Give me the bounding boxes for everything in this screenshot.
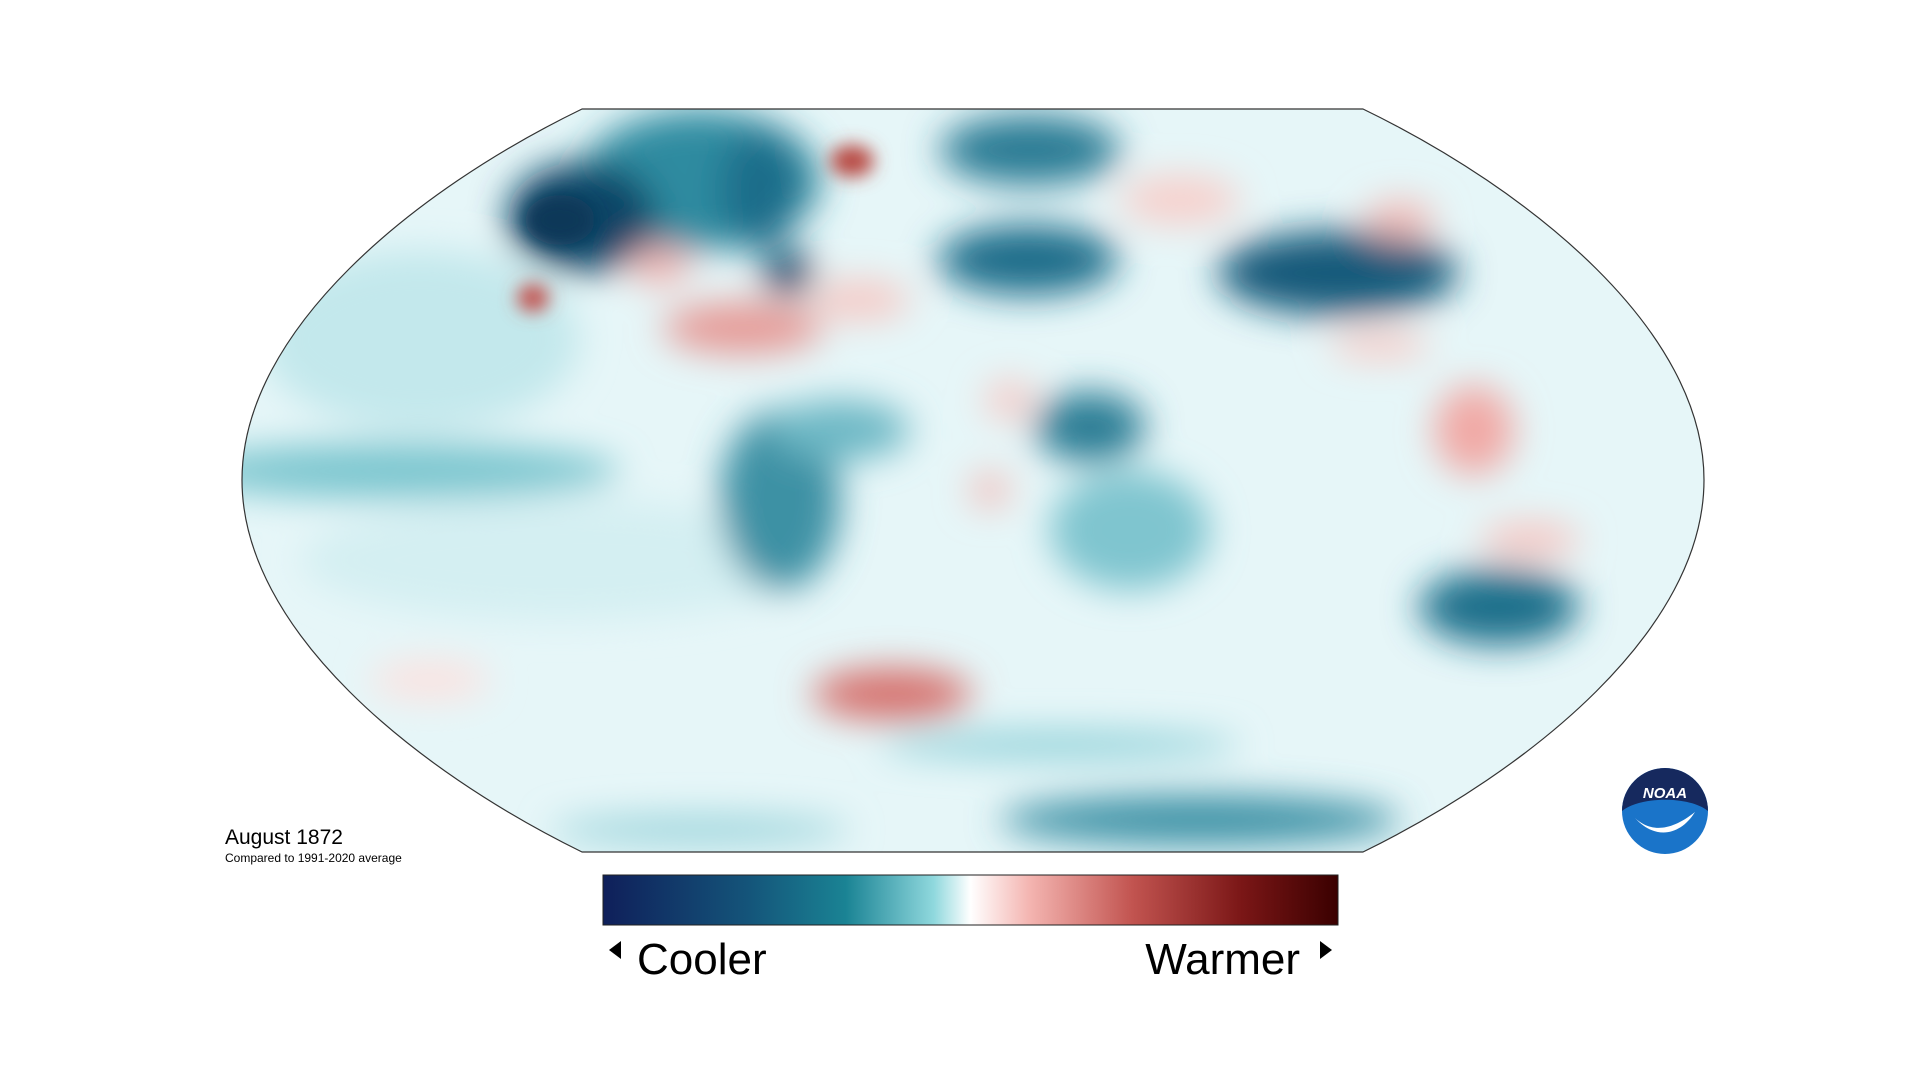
noaa-logo: NOAA	[1622, 768, 1708, 854]
color-bar	[602, 874, 1339, 926]
map-title: August 1872	[225, 826, 343, 849]
logo-text: NOAA	[1643, 785, 1687, 802]
legend-high-label: Warmer	[1145, 935, 1300, 984]
map-subtitle: Compared to 1991-2020 average	[225, 851, 402, 865]
map-outline	[241, 108, 1705, 853]
legend-low-label: Cooler	[637, 935, 767, 984]
left-arrow	[609, 941, 621, 959]
right-arrow	[1320, 941, 1332, 959]
anomaly-map	[242, 109, 1704, 852]
